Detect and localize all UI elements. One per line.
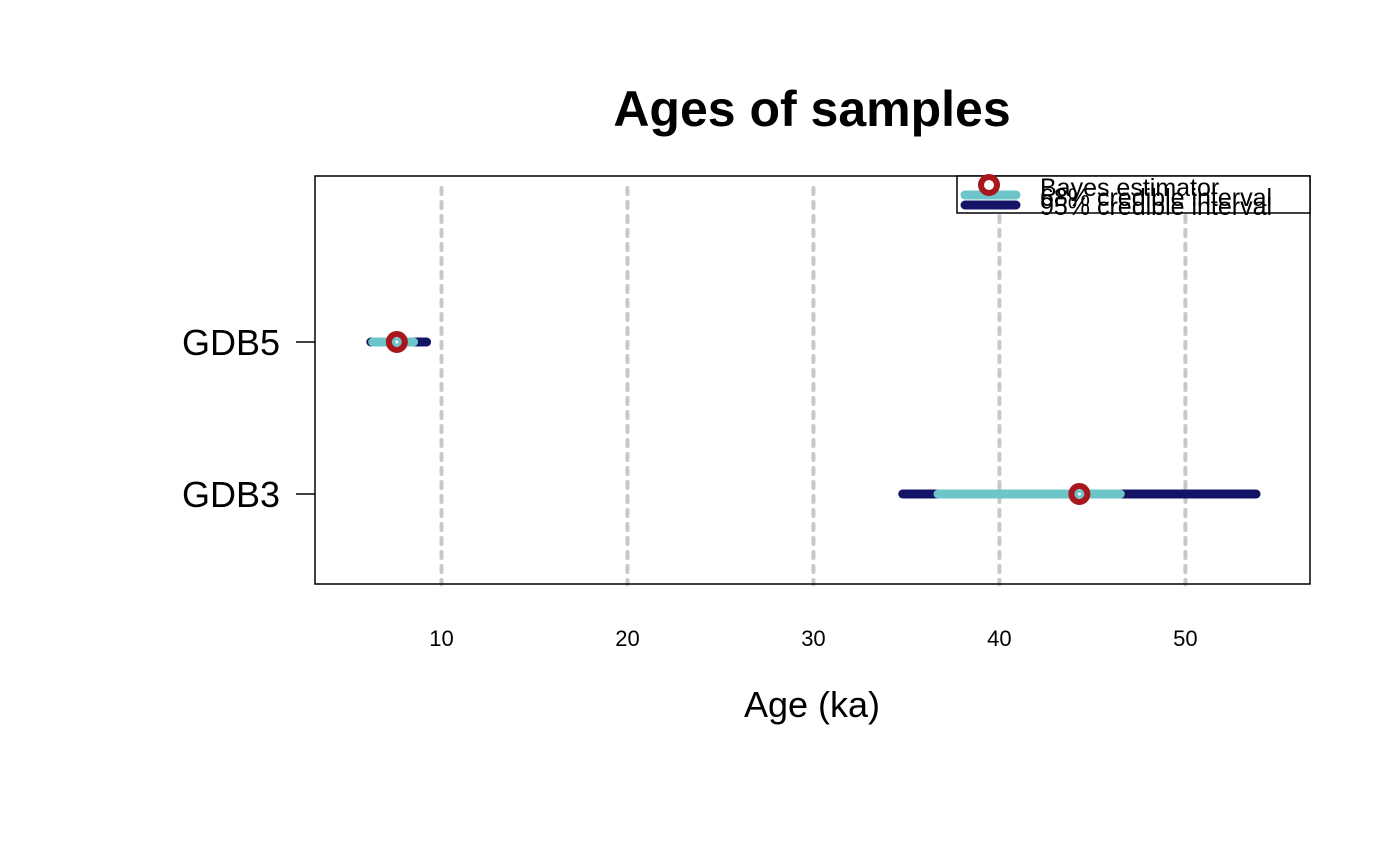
x-tick-label: 40	[987, 626, 1011, 651]
x-axis-label: Age (ka)	[744, 684, 880, 725]
plot-frame	[314, 175, 1311, 585]
chart-title: Ages of samples	[613, 81, 1010, 137]
y-axis: GDB5 GDB3	[182, 322, 315, 515]
legend-estimator-swatch	[978, 174, 1000, 196]
legend-label-estimator: Bayes estimator	[1040, 174, 1219, 202]
legend-label-ci95: 95% credible interval	[1040, 193, 1272, 221]
x-tick-label: 20	[615, 626, 639, 651]
data-marks	[366, 331, 1261, 505]
legend-estimator-center	[987, 183, 991, 187]
bayes-estimator-point-gdb3	[1068, 483, 1091, 505]
x-axis: 10 20 30 40 50	[429, 626, 1197, 651]
x-tick-label: 30	[801, 626, 825, 651]
x-tick-label: 10	[429, 626, 453, 651]
bayes-estimator-point-gdb5	[385, 331, 408, 353]
x-tick-label: 50	[1173, 626, 1197, 651]
y-tick-label: GDB5	[182, 322, 280, 363]
y-tick-label: GDB3	[182, 474, 280, 515]
legend-label-ci68: 68% credible interval	[1040, 184, 1272, 212]
estimator-center-dot	[395, 340, 399, 344]
estimator-center-dot	[1077, 492, 1081, 496]
grid-lines	[439, 186, 1188, 586]
